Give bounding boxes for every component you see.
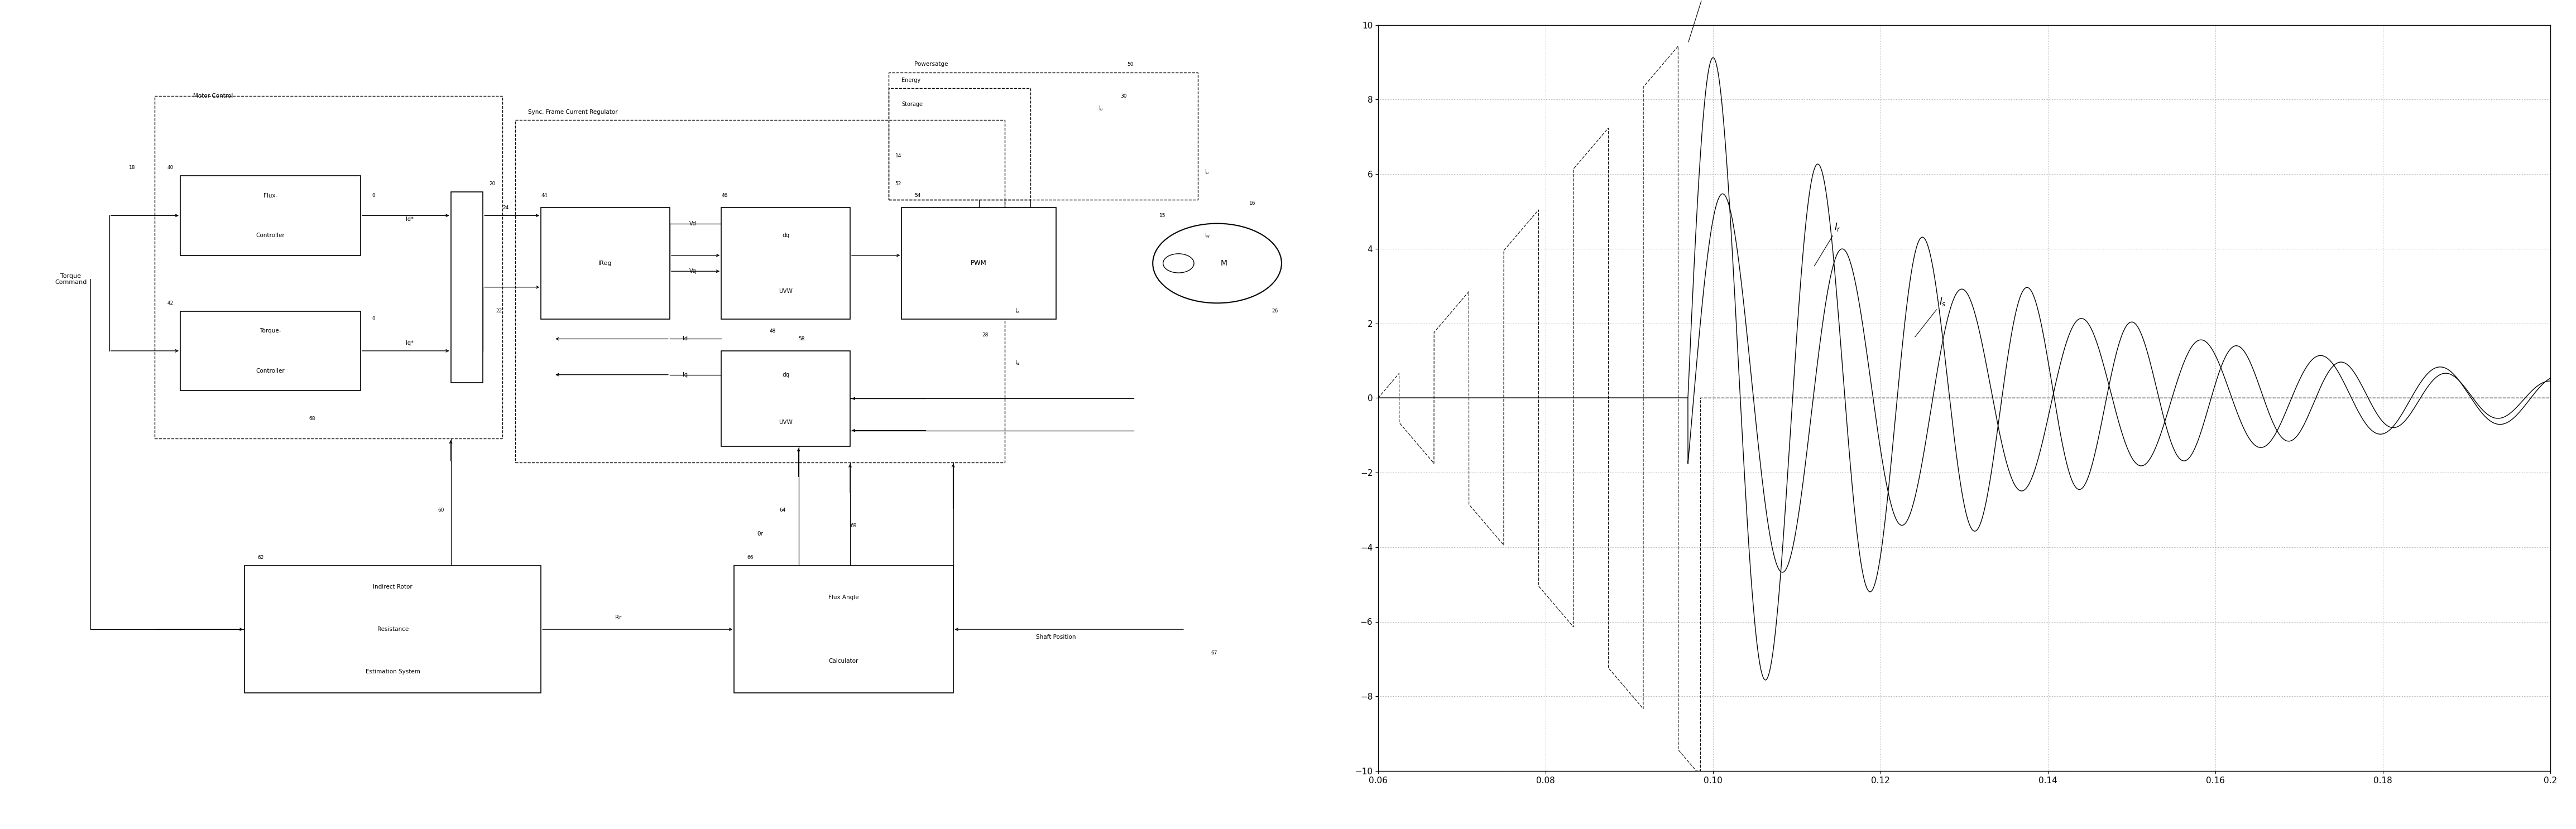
Text: Iq*: Iq* xyxy=(407,340,412,346)
Text: 26: 26 xyxy=(1273,308,1278,313)
Text: Id: Id xyxy=(683,336,688,342)
Text: 64: 64 xyxy=(781,507,786,512)
Text: Rr: Rr xyxy=(616,614,621,620)
Text: θr: θr xyxy=(757,531,762,536)
Text: 24: 24 xyxy=(502,205,507,210)
Bar xyxy=(734,565,953,693)
Text: I$_w$: I$_w$ xyxy=(1203,231,1211,240)
Text: 42: 42 xyxy=(167,301,173,306)
Bar xyxy=(245,565,541,693)
Text: $I_s$: $I_s$ xyxy=(1914,296,1947,337)
Text: 58: 58 xyxy=(799,337,804,342)
Bar xyxy=(889,72,1198,200)
Text: Torque-: Torque- xyxy=(260,328,281,334)
Text: 69: 69 xyxy=(850,523,855,528)
Text: Torque
Command: Torque Command xyxy=(54,274,88,285)
Text: 44: 44 xyxy=(541,193,546,198)
Text: UVW: UVW xyxy=(778,419,793,425)
Text: 40: 40 xyxy=(167,165,173,170)
Bar xyxy=(155,96,502,439)
Text: 52: 52 xyxy=(896,182,902,187)
Text: I$_u$: I$_u$ xyxy=(1203,168,1208,176)
Text: Energy: Energy xyxy=(902,77,920,83)
Text: Powersatge: Powersatge xyxy=(914,61,948,67)
Text: 18: 18 xyxy=(129,165,134,170)
Text: 15: 15 xyxy=(1159,213,1164,218)
Bar xyxy=(889,88,1030,200)
Text: 16: 16 xyxy=(1249,201,1255,206)
Text: 48: 48 xyxy=(770,328,775,333)
Text: 50: 50 xyxy=(1128,62,1133,67)
Bar xyxy=(180,176,361,255)
Text: Iq: Iq xyxy=(683,372,688,377)
Text: 14: 14 xyxy=(896,153,902,158)
Text: UVW: UVW xyxy=(778,288,793,294)
Text: M: M xyxy=(1221,259,1226,267)
Text: Sync. Frame Current Regulator: Sync. Frame Current Regulator xyxy=(528,109,618,115)
Text: 62: 62 xyxy=(258,555,263,560)
Text: 22: 22 xyxy=(495,308,502,313)
Bar xyxy=(721,207,850,319)
Text: Flux Angle: Flux Angle xyxy=(829,594,858,600)
Text: I$_u$: I$_u$ xyxy=(1100,104,1103,112)
Text: IReg: IReg xyxy=(598,260,613,266)
Text: 0: 0 xyxy=(371,193,376,198)
Text: Estimation System: Estimation System xyxy=(366,669,420,675)
Text: Controller: Controller xyxy=(255,368,286,374)
Text: 67: 67 xyxy=(1211,651,1216,656)
Text: Indirect Rotor: Indirect Rotor xyxy=(374,584,412,589)
Text: Controller: Controller xyxy=(255,233,286,238)
Text: dq: dq xyxy=(783,233,788,238)
Bar xyxy=(721,351,850,446)
Bar xyxy=(180,311,361,390)
Bar xyxy=(451,191,484,383)
Text: dq: dq xyxy=(783,372,788,377)
Text: PWM: PWM xyxy=(971,259,987,267)
Text: Id*: Id* xyxy=(407,216,412,222)
Text: 54: 54 xyxy=(914,193,920,198)
Text: Motor Control: Motor Control xyxy=(193,94,232,99)
Text: Flux-: Flux- xyxy=(263,193,278,198)
Text: 46: 46 xyxy=(721,193,726,198)
Text: Resistance: Resistance xyxy=(376,627,410,633)
Text: Vq: Vq xyxy=(690,269,696,274)
Text: 68: 68 xyxy=(309,416,314,421)
Text: 28: 28 xyxy=(981,332,989,337)
Text: Shaft Position: Shaft Position xyxy=(1036,634,1077,640)
Text: Calculator: Calculator xyxy=(829,658,858,664)
Text: $I_s$: $I_s$ xyxy=(1687,0,1708,42)
Text: $I_r$: $I_r$ xyxy=(1814,221,1842,266)
Text: 20: 20 xyxy=(489,182,495,187)
Text: 60: 60 xyxy=(438,507,443,512)
Text: 30: 30 xyxy=(1121,94,1126,99)
Text: Storage: Storage xyxy=(902,101,922,107)
Text: I$_u$: I$_u$ xyxy=(1015,308,1020,315)
Bar xyxy=(902,207,1056,319)
Text: I$_w$: I$_w$ xyxy=(1015,359,1020,366)
Text: Vd: Vd xyxy=(690,221,696,226)
Bar xyxy=(515,120,1005,463)
Text: 0: 0 xyxy=(371,317,376,322)
Text: 66: 66 xyxy=(747,555,752,560)
Bar xyxy=(541,207,670,319)
